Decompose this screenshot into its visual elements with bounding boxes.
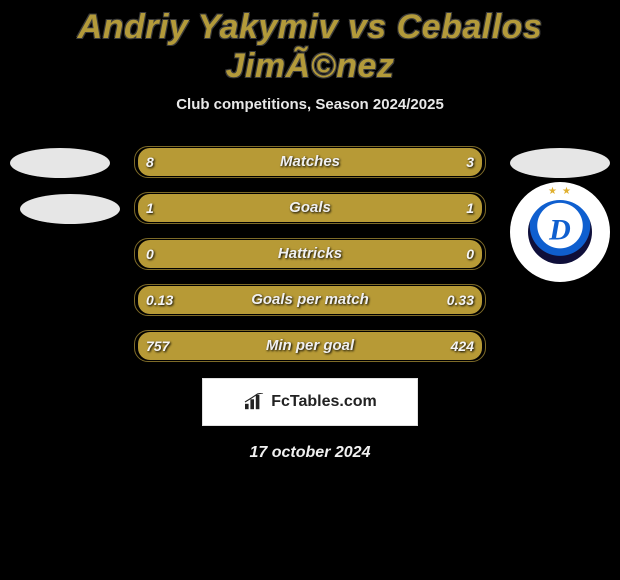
bar-right	[234, 286, 482, 314]
bar-left	[138, 194, 310, 222]
fctables-label: FcTables.com	[271, 393, 377, 411]
stat-row: 83Matches	[10, 148, 610, 176]
page-title: Andriy Yakymiv vs Ceballos JimÃ©nez	[0, 0, 620, 86]
stat-bar-area: 0.130.33Goals per match	[138, 286, 482, 314]
stat-bar-area: 00Hattricks	[138, 240, 482, 268]
stat-value-left: 8	[146, 148, 154, 176]
stat-row: 0.130.33Goals per match	[10, 286, 610, 314]
fctables-attribution[interactable]: FcTables.com	[202, 378, 418, 426]
date-label: 17 october 2024	[10, 444, 610, 462]
stat-value-left: 0.13	[146, 286, 173, 314]
stat-bar-area: 757424Min per goal	[138, 332, 482, 360]
bar-left	[138, 240, 310, 268]
stat-bar-area: 83Matches	[138, 148, 482, 176]
stat-value-left: 0	[146, 240, 154, 268]
bar-right	[310, 240, 482, 268]
stat-value-left: 757	[146, 332, 169, 360]
stat-row: 00Hattricks	[10, 240, 610, 268]
subtitle: Club competitions, Season 2024/2025	[0, 96, 620, 113]
bar-right	[310, 194, 482, 222]
stat-value-right: 0	[466, 240, 474, 268]
stat-value-right: 1	[466, 194, 474, 222]
bar-left	[138, 332, 358, 360]
stat-value-right: 0.33	[447, 286, 474, 314]
stat-value-right: 424	[451, 332, 474, 360]
stat-row: 757424Min per goal	[10, 332, 610, 360]
stat-value-right: 3	[466, 148, 474, 176]
stat-value-left: 1	[146, 194, 154, 222]
bar-left	[138, 148, 389, 176]
bar-chart-icon	[243, 393, 265, 411]
stat-bar-area: 11Goals	[138, 194, 482, 222]
comparison-content: ★ ★ D 83Matches11Goals00Hattricks0.130.3…	[0, 148, 620, 462]
stat-row: 11Goals	[10, 194, 610, 222]
